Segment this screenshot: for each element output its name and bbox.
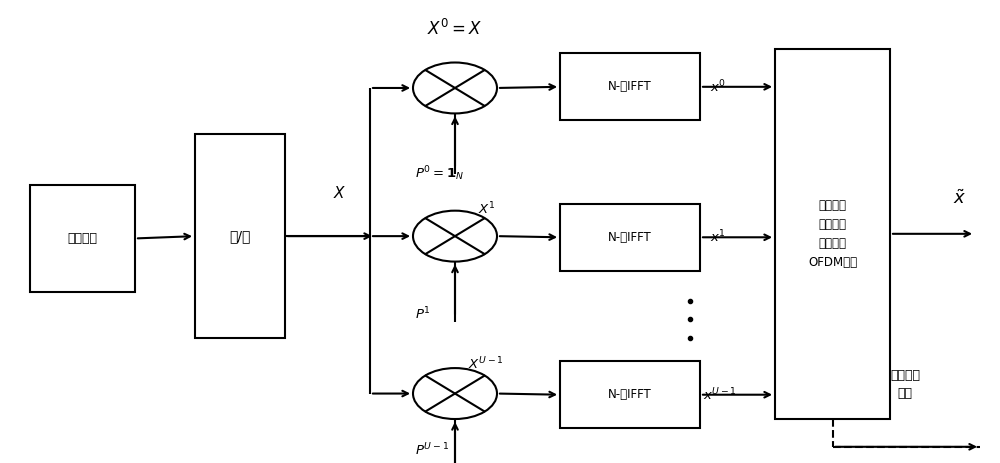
Text: N-点IFFT: N-点IFFT: [608, 231, 652, 244]
Text: $P^1$: $P^1$: [415, 306, 431, 322]
Text: $\tilde{x}$: $\tilde{x}$: [953, 190, 967, 208]
Text: $X^{U-1}$: $X^{U-1}$: [468, 356, 504, 373]
Bar: [195, 134, 285, 338]
Text: $X^1$: $X^1$: [478, 201, 496, 218]
Text: $x^0$: $x^0$: [710, 79, 726, 95]
Bar: [775, 49, 890, 419]
Ellipse shape: [413, 368, 497, 419]
Text: 发射边带
信息: 发射边带 信息: [890, 369, 920, 400]
Text: $P^{U-1}$: $P^{U-1}$: [415, 442, 449, 458]
Bar: [560, 361, 700, 428]
Ellipse shape: [413, 63, 497, 113]
Text: $x^1$: $x^1$: [710, 229, 726, 245]
Bar: [30, 185, 135, 292]
Text: 串/并: 串/并: [229, 229, 251, 243]
Bar: [560, 204, 700, 271]
Text: 输入数据: 输入数据: [67, 232, 97, 245]
Text: $P^0=\mathbf{1}_N$: $P^0=\mathbf{1}_N$: [415, 164, 464, 183]
Text: N-点IFFT: N-点IFFT: [608, 80, 652, 94]
Bar: [560, 53, 700, 120]
Text: $X^0 = X$: $X^0 = X$: [427, 19, 483, 38]
Ellipse shape: [413, 211, 497, 262]
Text: N-点IFFT: N-点IFFT: [608, 388, 652, 401]
Text: 选择具有
最小峰均
比的一组
OFDM符号: 选择具有 最小峰均 比的一组 OFDM符号: [808, 199, 857, 269]
Text: $x^{U-1}$: $x^{U-1}$: [703, 387, 737, 403]
Text: $X$: $X$: [333, 185, 347, 201]
